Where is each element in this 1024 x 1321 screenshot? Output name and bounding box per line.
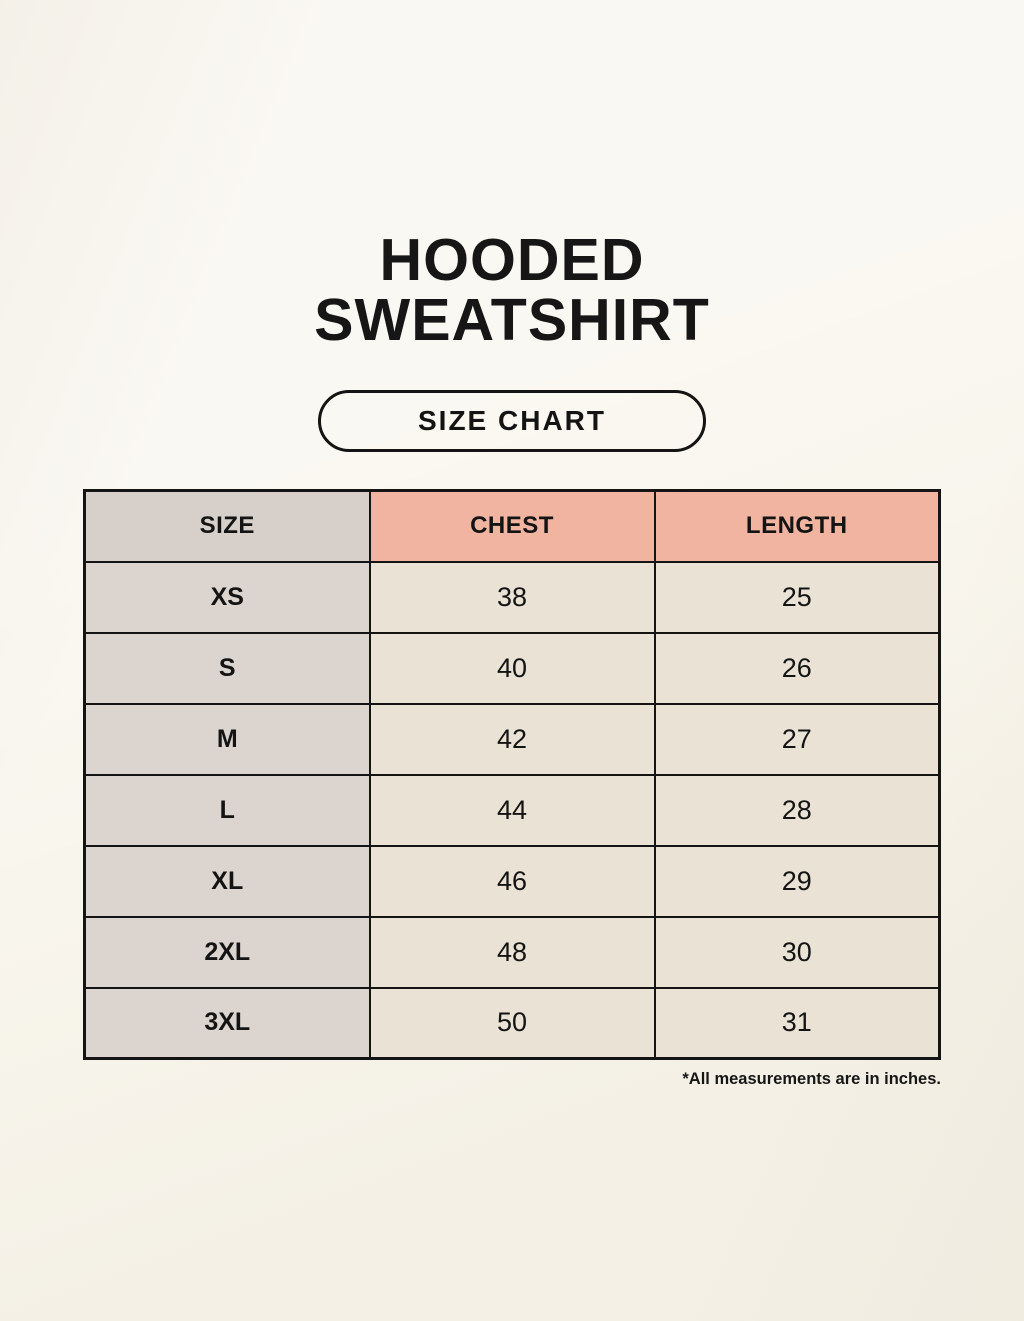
table-row: XL 46 29 [83,844,941,918]
length-cell: 26 [653,631,941,705]
length-cell: 28 [653,773,941,847]
size-chart-badge: SIZE CHART [318,390,706,452]
product-title-line2: SWEATSHIRT [314,287,710,353]
length-cell: 25 [653,560,941,634]
size-cell: 2XL [83,915,371,989]
size-table: SIZE CHEST LENGTH XS 38 25 S 40 26 M [83,489,941,1060]
product-title: HOODED SWEATSHIRT [0,230,1024,350]
table-header-row: SIZE CHEST LENGTH [83,489,941,563]
size-cell: S [83,631,371,705]
length-cell: 29 [653,844,941,918]
product-title-line1: HOODED [379,227,645,293]
size-cell: M [83,702,371,776]
table-row: L 44 28 [83,773,941,847]
chest-cell: 42 [368,702,656,776]
column-header-length: LENGTH [653,489,941,563]
table-row: 3XL 50 31 [83,986,941,1060]
size-cell: 3XL [83,986,371,1060]
size-cell: L [83,773,371,847]
column-header-chest: CHEST [368,489,656,563]
measurements-footnote: *All measurements are in inches. [682,1070,941,1088]
chest-cell: 38 [368,560,656,634]
table-row: XS 38 25 [83,560,941,634]
size-cell: XL [83,844,371,918]
table-row: S 40 26 [83,631,941,705]
chest-cell: 50 [368,986,656,1060]
size-cell: XS [83,560,371,634]
table-row: 2XL 48 30 [83,915,941,989]
length-cell: 30 [653,915,941,989]
badge-container: SIZE CHART [0,390,1024,452]
chest-cell: 44 [368,773,656,847]
table-row: M 42 27 [83,702,941,776]
chest-cell: 48 [368,915,656,989]
length-cell: 31 [653,986,941,1060]
column-header-size: SIZE [83,489,371,563]
length-cell: 27 [653,702,941,776]
chest-cell: 40 [368,631,656,705]
chest-cell: 46 [368,844,656,918]
